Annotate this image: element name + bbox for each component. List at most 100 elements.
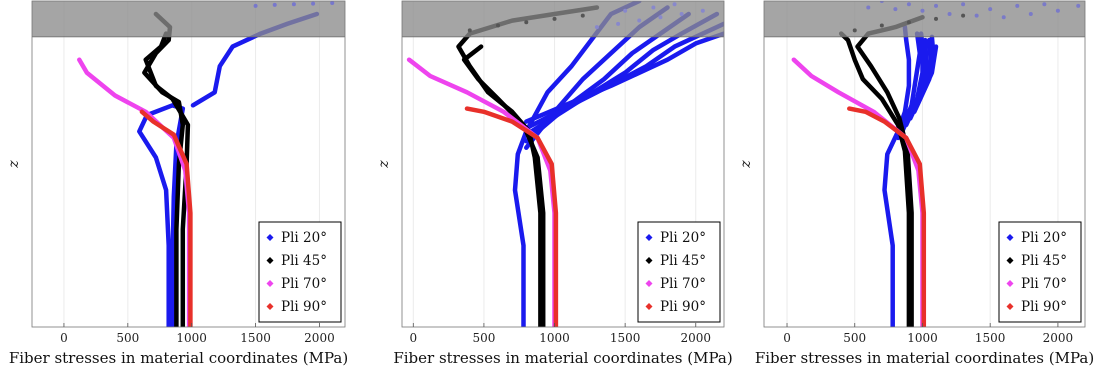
overflow-point: [879, 23, 884, 28]
series-line: [524, 31, 724, 124]
series-pli-45-: [456, 5, 600, 327]
overflow-point: [496, 23, 501, 28]
series-pli-90-: [464, 106, 559, 327]
legend-marker: [645, 257, 653, 264]
overflow-point: [906, 2, 911, 7]
x-tick-label: 1500: [610, 331, 641, 345]
plot-area: [402, 1, 724, 327]
overflow-point: [1076, 3, 1081, 8]
axes-frame: [401, 0, 725, 328]
series-line: [791, 57, 925, 327]
overflow-point: [651, 5, 656, 10]
series-line: [855, 15, 925, 327]
legend-entry: Pli 70°: [660, 276, 706, 292]
overflow-point: [1055, 8, 1060, 13]
plot-area: [764, 1, 1085, 327]
x-tick-label: 1000: [539, 331, 570, 345]
overflow-point: [906, 20, 911, 25]
shaded-band: [764, 1, 1085, 37]
chart-panel-1: 0 500 1000 1500 2000 Fiber stresses in materi…: [6, 0, 348, 367]
plot-area: [32, 1, 345, 327]
legend-entry: Pli 45°: [660, 253, 706, 269]
y-axis-label: z: [738, 160, 754, 169]
series-line: [838, 31, 912, 327]
x-axis-label: Fiber stresses in material coordinates (…: [393, 349, 732, 367]
series-line: [139, 109, 193, 327]
overflow-point: [253, 3, 258, 8]
legend-box: [258, 221, 342, 323]
overflow-point: [580, 13, 585, 18]
x-tick-label: 0: [783, 331, 791, 345]
series-pli-45-: [142, 11, 191, 327]
overflow-point: [961, 2, 966, 7]
overflow-point: [934, 16, 939, 21]
x-tick-label: 0: [60, 331, 68, 345]
overflow-point: [594, 25, 599, 30]
legend-entry: Pli 45°: [1021, 253, 1067, 269]
overflow-point: [272, 2, 277, 7]
x-tick-label: 2000: [680, 331, 711, 345]
legend-entry: Pli 90°: [660, 299, 706, 315]
shaded-band: [32, 1, 345, 37]
x-tick-label: 500: [472, 331, 495, 345]
overflow-point: [947, 12, 952, 17]
x-tick-label: 1000: [176, 331, 207, 345]
x-tick-label: 1000: [907, 331, 938, 345]
overflow-point: [879, 1, 884, 3]
x-tick-label: 0: [409, 331, 417, 345]
overflow-point: [672, 2, 677, 7]
legend-marker: [266, 257, 274, 264]
overflow-point: [1028, 12, 1033, 17]
series-line: [456, 5, 600, 327]
series-line: [847, 106, 927, 327]
legend-entry: Pli 20°: [281, 230, 327, 246]
series-pli-70-: [791, 57, 925, 327]
legend-marker: [1006, 257, 1014, 264]
series-pli-90-: [847, 106, 927, 327]
legend-entry: Pli 70°: [1021, 276, 1067, 292]
legend-marker: [1006, 234, 1014, 241]
legend-entry: Pli 90°: [1021, 299, 1067, 315]
legend: Pli 20° Pli 45° Pli 70° Pli 90°: [637, 221, 721, 323]
axes-frame: [763, 0, 1086, 328]
x-tick-label: 1500: [975, 331, 1006, 345]
legend: Pli 20° Pli 45° Pli 70° Pli 90°: [258, 221, 342, 323]
overflow-point: [920, 8, 925, 13]
overflow-point: [524, 20, 529, 25]
y-axis-label: z: [6, 160, 22, 169]
series-line: [142, 11, 186, 327]
overflow-point: [934, 3, 939, 8]
chart-panel-3: 0 500 1000 1500 2000 Fiber stresses in materi…: [738, 0, 1094, 367]
overflow-point: [623, 8, 628, 13]
overflow-point: [679, 12, 684, 17]
x-tick-label: 1500: [240, 331, 271, 345]
series-line: [464, 106, 559, 327]
legend: Pli 20° Pli 45° Pli 70° Pli 90°: [998, 221, 1082, 323]
legend-box: [637, 221, 721, 323]
series-line: [137, 103, 186, 327]
legend-marker: [645, 234, 653, 241]
legend-entry: Pli 90°: [281, 299, 327, 315]
chart-panel-2: 0 500 1000 1500 2000 Fiber stresses in materi…: [376, 0, 733, 367]
legend-marker: [645, 303, 653, 310]
overflow-point: [616, 21, 621, 26]
x-tick-label: 2000: [304, 331, 335, 345]
legend-marker: [1006, 280, 1014, 287]
overflow-point: [552, 16, 557, 21]
overflow-point: [467, 28, 472, 33]
overflow-point: [1001, 15, 1006, 20]
overflow-point: [637, 18, 642, 23]
overflow-point: [974, 13, 979, 18]
overflow-point: [893, 7, 898, 12]
legend-marker: [1006, 303, 1014, 310]
overflow-point: [1042, 2, 1047, 7]
legend-box: [998, 221, 1082, 323]
overflow-point: [988, 7, 993, 12]
series-pli-70-: [406, 57, 557, 327]
legend-entry: Pli 20°: [660, 230, 706, 246]
legend-entry: Pli 20°: [1021, 230, 1067, 246]
legend-entry: Pli 70°: [281, 276, 327, 292]
x-axis-label: Fiber stresses in material coordinates (…: [755, 349, 1094, 367]
series-line: [143, 31, 191, 327]
overflow-point: [330, 1, 335, 5]
